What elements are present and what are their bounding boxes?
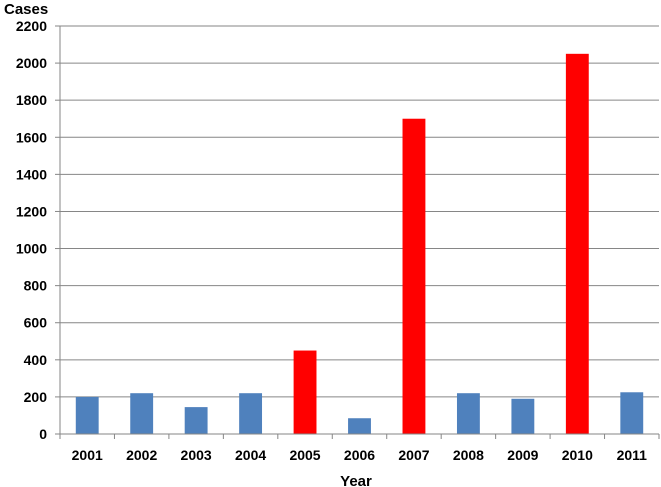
y-tick-label: 2200 xyxy=(16,18,47,34)
y-tick-label: 1400 xyxy=(16,166,47,182)
bars xyxy=(75,53,644,435)
y-tick-label: 2000 xyxy=(16,55,47,71)
y-tick-label: 600 xyxy=(24,315,48,331)
gridlines xyxy=(55,25,659,435)
bar xyxy=(348,418,371,434)
x-tick-label: 2009 xyxy=(507,447,538,463)
x-tick-label: 2004 xyxy=(235,447,266,463)
x-axis-title: Year xyxy=(340,473,372,487)
bar xyxy=(511,398,535,434)
x-tick-label: 2007 xyxy=(398,447,429,463)
x-tick-label: 2003 xyxy=(181,447,212,463)
bar xyxy=(130,393,154,434)
y-tick-label: 0 xyxy=(39,426,47,442)
x-tick-marks xyxy=(59,434,660,439)
x-tick-label: 2008 xyxy=(453,447,484,463)
y-tick-label: 1600 xyxy=(16,129,47,145)
y-tick-label: 1200 xyxy=(16,203,47,219)
y-tick-label: 1000 xyxy=(16,241,47,257)
y-tick-label: 400 xyxy=(24,352,48,368)
x-tick-label: 2010 xyxy=(562,447,593,463)
x-tick-label: 2002 xyxy=(126,447,157,463)
bar xyxy=(456,393,480,434)
x-tick-labels: 2001 2002 2003 2004 2005 2006 2007 2008 2009 2010… xyxy=(72,447,648,463)
bar xyxy=(293,350,317,434)
y-tick-label: 200 xyxy=(24,389,48,405)
bar xyxy=(239,393,263,434)
bar xyxy=(184,407,208,434)
y-axis-title: Cases xyxy=(4,1,48,18)
bar xyxy=(75,396,99,434)
x-tick-label: 2001 xyxy=(72,447,103,463)
bar xyxy=(565,53,589,435)
x-tick-label: 2011 xyxy=(617,447,648,463)
y-tick-label: 800 xyxy=(24,278,48,294)
y-tick-labels: 0 200 400 600 800 1000 1200 1400 1600 1800 2000 220… xyxy=(16,18,47,442)
x-tick-label: 2005 xyxy=(289,447,320,463)
x-tick-label: 2006 xyxy=(344,447,375,463)
bar xyxy=(402,118,426,435)
bar xyxy=(620,392,644,434)
y-tick-label: 1800 xyxy=(16,92,47,108)
